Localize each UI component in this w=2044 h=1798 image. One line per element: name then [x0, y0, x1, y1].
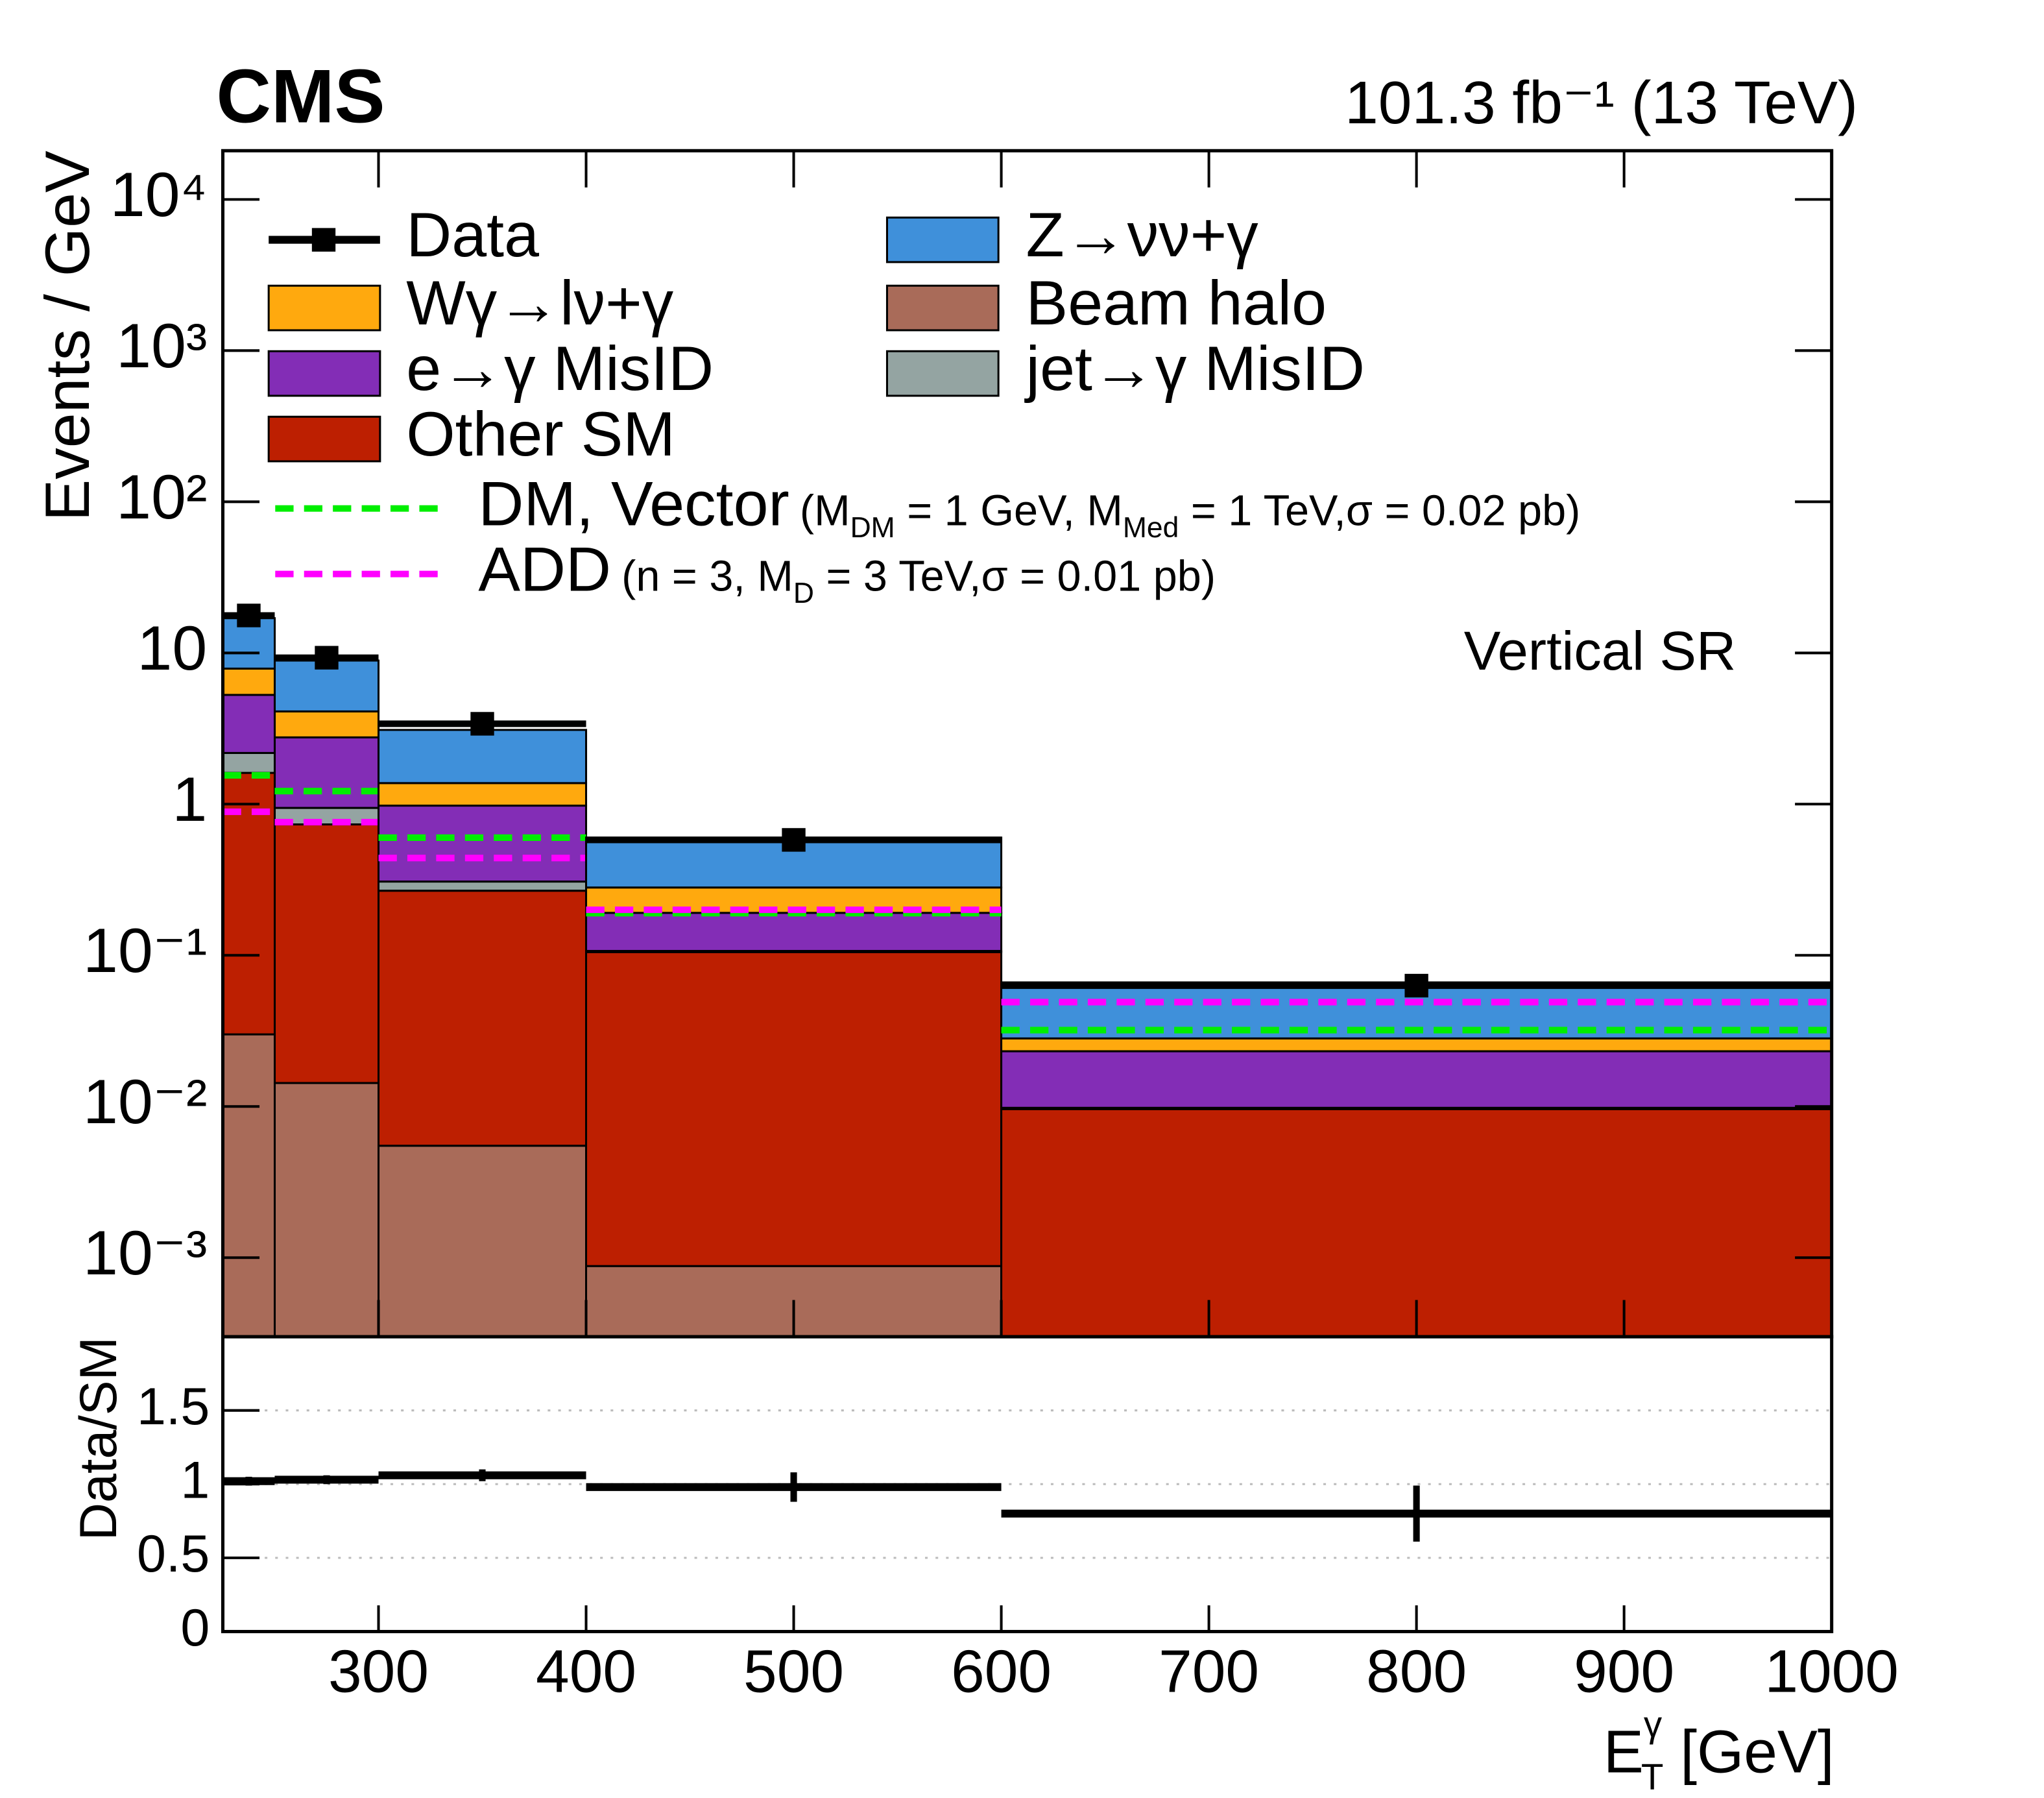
- legend-signal-note: D: [793, 577, 814, 609]
- legend-label: Wγ→lν+γ: [406, 267, 674, 338]
- legend-signal-note: = 1 TeV,σ = 0.02 pb): [1179, 487, 1580, 535]
- legend-signal-note: = 1 GeV, M: [895, 487, 1123, 535]
- stack-segment: [1000, 1108, 1832, 1337]
- ratio-y-axis-label: Data/SM: [69, 1337, 128, 1540]
- x-axis-label: Eγ T [GeV]: [1604, 1704, 1834, 1797]
- legend-swatch: [267, 415, 381, 463]
- x-tick-label: 700: [1159, 1638, 1259, 1705]
- y-tick-label: 10⁻¹: [83, 915, 207, 986]
- legend-signal-note: Med: [1123, 512, 1179, 544]
- legend-data-marker: [311, 228, 336, 252]
- legend-signal-name: ADD: [478, 533, 611, 604]
- frame: [221, 1335, 1834, 1634]
- stack-segment: [377, 890, 588, 1147]
- legend-label: jet→γ MisID: [1024, 333, 1365, 404]
- data-point: [782, 828, 806, 852]
- data-point: [1404, 973, 1428, 998]
- stack-segment: [222, 667, 276, 696]
- legend-signal-note: (M: [800, 487, 850, 535]
- y-tick-label: 10: [137, 613, 207, 683]
- legend-label: Z→νν+γ: [1026, 199, 1259, 270]
- stack-segment: [273, 710, 380, 738]
- legend-label: Beam halo: [1026, 267, 1327, 338]
- plot-area: [222, 603, 1832, 1337]
- x-tick-label: 800: [1366, 1638, 1467, 1705]
- stack-segment: [222, 694, 276, 754]
- legend-signal-note: DM: [850, 512, 895, 544]
- x-label-sub: T: [1641, 1756, 1664, 1797]
- stack-segment: [1000, 1037, 1832, 1052]
- x-label-sup: γ: [1644, 1704, 1663, 1745]
- x-label-base: E: [1604, 1718, 1644, 1785]
- stack-segment: [585, 912, 1003, 953]
- stack-segment: [377, 805, 588, 883]
- legend-signal-note: = 3 TeV,σ = 0.01 pb): [814, 552, 1216, 600]
- x-tick-label: 900: [1574, 1638, 1674, 1705]
- legend-label: ADD (n = 3, MD = 3 TeV,σ = 0.01 pb): [478, 533, 1216, 609]
- stack-segment: [273, 736, 380, 809]
- legend-label: e→γ MisID: [406, 333, 714, 404]
- x-tick-label: 600: [951, 1638, 1052, 1705]
- stack-segment: [1000, 1050, 1832, 1109]
- x-tick-label: 300: [328, 1638, 429, 1705]
- stack-segment: [273, 823, 380, 1084]
- chart-title: CMS: [216, 53, 385, 138]
- lumi-label: 101.3 fb⁻¹ (13 TeV): [1345, 69, 1858, 136]
- legend-label: DM, Vector (MDM = 1 GeV, MMed = 1 TeV,σ =…: [478, 468, 1580, 543]
- stack-segment: [377, 782, 588, 807]
- stack-segment: [585, 951, 1003, 1267]
- legend-swatch: [885, 216, 1000, 263]
- data-point: [470, 712, 494, 736]
- y-tick-label: 0.5: [137, 1525, 210, 1583]
- legend-signal-note: (n = 3, M: [621, 552, 793, 600]
- x-tick-label: 500: [743, 1638, 844, 1705]
- legend-signal-name: DM, Vector: [478, 468, 789, 539]
- legend-label: Data: [406, 199, 539, 270]
- x-tick-label: 1000: [1764, 1638, 1899, 1705]
- annotation: Vertical SR: [1464, 620, 1737, 681]
- stack-segment: [377, 729, 588, 784]
- legend-swatch: [885, 350, 1000, 397]
- stack-segment: [222, 751, 276, 774]
- y-tick-label: 1: [180, 1452, 210, 1510]
- x-tick-label: 400: [536, 1638, 636, 1705]
- stack-segment: [273, 1082, 380, 1337]
- stack-segment: [222, 1033, 276, 1337]
- data-point: [237, 603, 261, 627]
- y-tick-label: 0: [180, 1599, 210, 1657]
- y-tick-label: 10²: [116, 461, 207, 532]
- y-tick-label: 10⁴: [110, 159, 207, 230]
- stack-segment: [377, 881, 588, 892]
- stack-segment: [377, 1145, 588, 1337]
- y-axis-label: Events / GeV: [32, 151, 102, 521]
- y-tick-label: 10³: [116, 310, 207, 381]
- legend-swatch: [267, 284, 381, 332]
- legend-swatch: [885, 284, 1000, 332]
- y-tick-label: 10⁻²: [83, 1066, 207, 1137]
- legend-swatch: [267, 350, 381, 397]
- y-tick-label: 1: [172, 764, 207, 834]
- y-tick-label: 1.5: [137, 1378, 210, 1436]
- data-point: [315, 646, 339, 670]
- y-tick-label: 10⁻³: [83, 1217, 207, 1288]
- x-label-unit: [GeV]: [1663, 1718, 1834, 1785]
- legend-label: Other SM: [406, 398, 675, 469]
